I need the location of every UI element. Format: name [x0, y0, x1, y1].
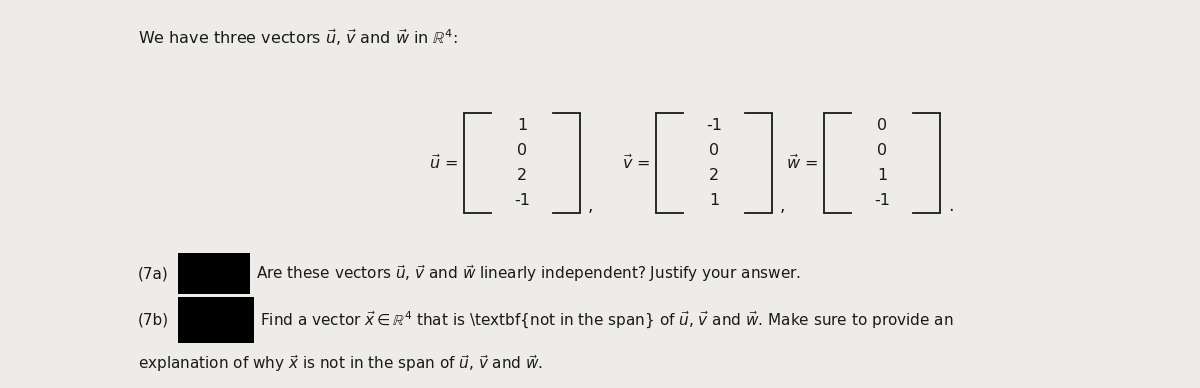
Text: .: . — [948, 197, 954, 215]
Text: explanation of why $\vec{x}$ is not in the span of $\vec{u}$, $\vec{v}$ and $\ve: explanation of why $\vec{x}$ is not in t… — [138, 353, 544, 374]
Text: 0: 0 — [709, 143, 719, 158]
Text: -1: -1 — [514, 193, 530, 208]
Text: (7b): (7b) — [138, 313, 169, 327]
Text: (7a): (7a) — [138, 266, 169, 281]
FancyBboxPatch shape — [178, 297, 254, 343]
FancyBboxPatch shape — [178, 253, 250, 294]
Text: 2: 2 — [517, 168, 527, 183]
Text: $\vec{u}$ =: $\vec{u}$ = — [430, 154, 458, 172]
Text: Find a vector $\vec{x} \in \mathbb{R}^4$ that is \textbf{not in the span} of $\v: Find a vector $\vec{x} \in \mathbb{R}^4$… — [260, 310, 954, 331]
Text: -1: -1 — [874, 193, 890, 208]
Text: 0: 0 — [877, 143, 887, 158]
Text: -1: -1 — [706, 118, 722, 133]
Text: Are these vectors $\vec{u}$, $\vec{v}$ and $\vec{w}$ linearly independent? Justi: Are these vectors $\vec{u}$, $\vec{v}$ a… — [256, 263, 800, 284]
Text: 1: 1 — [709, 193, 719, 208]
Text: 1: 1 — [877, 168, 887, 183]
Text: ,: , — [588, 197, 594, 215]
Text: 0: 0 — [877, 118, 887, 133]
Text: ,: , — [780, 197, 786, 215]
Text: $\vec{w}$ =: $\vec{w}$ = — [786, 154, 818, 172]
Text: $\vec{v}$ =: $\vec{v}$ = — [622, 154, 650, 172]
Text: 2: 2 — [709, 168, 719, 183]
Text: We have three vectors $\vec{u}$, $\vec{v}$ and $\vec{w}$ in $\mathbb{R}^4$:: We have three vectors $\vec{u}$, $\vec{v… — [138, 27, 458, 48]
Text: 1: 1 — [517, 118, 527, 133]
Text: 0: 0 — [517, 143, 527, 158]
